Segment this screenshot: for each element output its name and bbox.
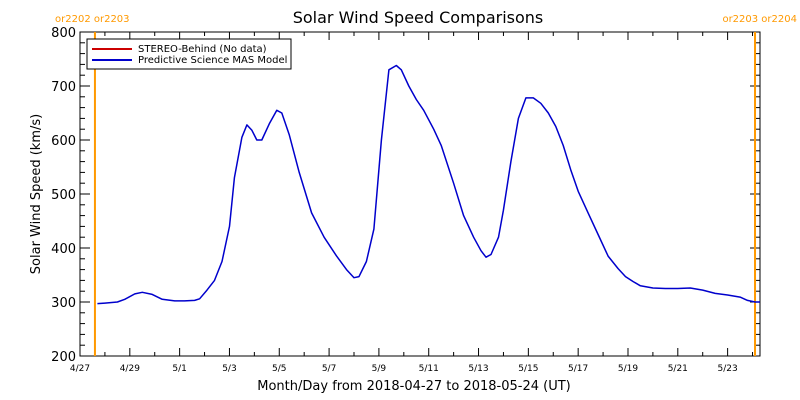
x-tick-label: 5/3 <box>222 364 236 374</box>
x-axis-label: Month/Day from 2018-04-27 to 2018-05-24 … <box>257 379 570 394</box>
x-tick-label: 5/5 <box>272 364 286 374</box>
x-tick-label: 5/23 <box>718 364 738 374</box>
y-tick-label: 700 <box>51 80 76 95</box>
chart-title: Solar Wind Speed Comparisons <box>293 8 544 27</box>
rotation-marker-label: or2202 or2203 <box>55 14 130 25</box>
x-tick-label: 4/27 <box>70 364 90 374</box>
y-axis: 200 300 400 500 600 700 800 <box>51 26 760 365</box>
legend: STEREO-Behind (No data) Predictive Scien… <box>86 38 292 70</box>
x-tick-label: 5/11 <box>419 364 439 374</box>
x-tick-label: 5/21 <box>668 364 688 374</box>
y-axis-label: Solar Wind Speed (km/s) <box>29 114 44 274</box>
y-tick-label: 600 <box>51 134 76 149</box>
plot-frame <box>79 31 761 357</box>
y-tick-label: 500 <box>51 188 76 203</box>
series-layer <box>97 64 760 305</box>
legend-label-stereo: STEREO-Behind (No data) <box>138 44 267 55</box>
x-tick-label: 5/9 <box>372 364 387 374</box>
y-tick-label: 800 <box>51 26 76 41</box>
x-tick-label: 5/13 <box>468 364 488 374</box>
x-tick-label: 5/17 <box>568 364 588 374</box>
x-tick-label: 4/29 <box>120 364 140 374</box>
series-line-mas-model <box>97 64 760 305</box>
x-tick-label: 5/7 <box>322 364 336 374</box>
y-tick-label: 200 <box>51 350 76 365</box>
y-tick-label: 300 <box>51 296 76 311</box>
x-tick-label: 5/15 <box>518 364 538 374</box>
y-tick-label: 400 <box>51 242 76 257</box>
legend-label-mas-model: Predictive Science MAS Model <box>138 55 287 66</box>
x-tick-label: 5/1 <box>172 364 186 374</box>
rotation-marker-label: or2203 or2204 <box>722 14 797 25</box>
legend-box <box>86 38 292 70</box>
x-axis: 4/27 4/29 5/1 5/3 5/5 5/7 5/9 5/11 5/13 5/15 5/17 5… <box>70 32 754 374</box>
x-tick-label: 5/19 <box>618 364 638 374</box>
